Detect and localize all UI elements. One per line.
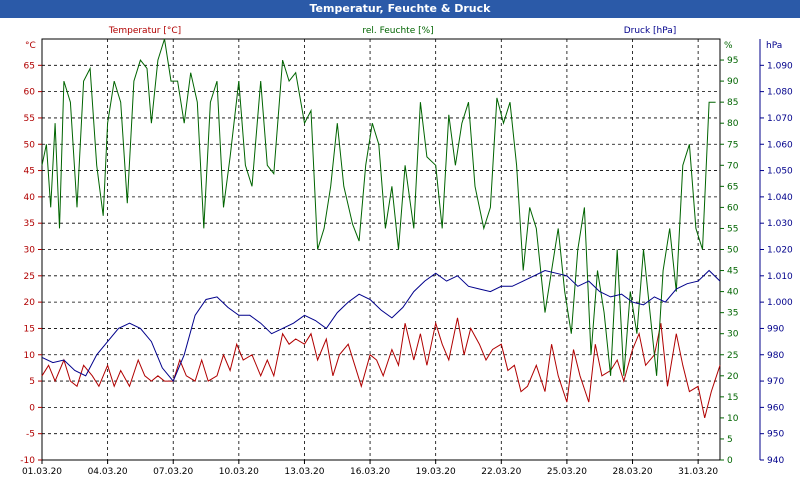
temperature-tick-label: 35 <box>24 219 35 229</box>
humidity-tick-label: 10 <box>727 414 739 424</box>
x-axis: 01.03.20 04.03.20 07.03.20 10.03.20 13.03.20… <box>22 460 718 477</box>
temperature-tick-label: -10 <box>20 456 35 466</box>
temperature-tick-label: 5 <box>29 377 35 387</box>
x-tick-label: 04.03.20 <box>88 467 128 477</box>
temperature-tick-label: 45 <box>24 167 35 177</box>
humidity-tick-label: 80 <box>727 119 739 129</box>
pressure-tick-label: 1.010 <box>767 272 793 282</box>
temperature-tick-label: -5 <box>26 430 35 440</box>
pressure-tick-label: 1.000 <box>767 298 793 308</box>
temperature-tick-label: 0 <box>29 403 35 413</box>
pressure-axis-label: Druck [hPa] <box>624 26 677 36</box>
pressure-unit: hPa <box>766 41 782 51</box>
temperature-tick-label: 60 <box>24 88 36 98</box>
x-tick-label: 22.03.20 <box>481 467 521 477</box>
chart-title-bar: Temperatur, Feuchte & Druck <box>0 0 800 18</box>
pressure-tick-label: 980 <box>767 351 784 361</box>
pressure-tick-label: 1.080 <box>767 88 793 98</box>
humidity-tick-label: 55 <box>727 224 738 234</box>
temperature-unit: °C <box>25 41 36 51</box>
pressure-tick-label: 950 <box>767 430 784 440</box>
humidity-tick-label: 35 <box>727 309 738 319</box>
pressure-tick-label: 1.060 <box>767 140 793 150</box>
humidity-tick-label: 70 <box>727 161 739 171</box>
humidity-tick-label: 45 <box>727 267 738 277</box>
temperature-tick-label: 25 <box>24 272 35 282</box>
pressure-tick-label: 1.030 <box>767 219 793 229</box>
temperature-tick-label: 40 <box>24 193 36 203</box>
humidity-tick-label: 20 <box>727 372 739 382</box>
pressure-tick-label: 1.040 <box>767 193 793 203</box>
humidity-axis: 0 5 10 15 20 25 30 35 40 45 50 55 60 65 70 75 80 85 90 95 <box>720 56 739 466</box>
humidity-series-line <box>41 38 716 376</box>
pressure-axis: 940 950 960 970 980 990 1.000 1.010 1.020 1.030 1.… <box>760 61 793 466</box>
x-tick-label: 31.03.20 <box>678 467 718 477</box>
pressure-tick-label: 970 <box>767 377 784 387</box>
chart-title: Temperatur, Feuchte & Druck <box>309 2 491 15</box>
temperature-tick-label: 50 <box>24 140 36 150</box>
pressure-tick-label: 960 <box>767 403 784 413</box>
humidity-tick-label: 65 <box>727 182 738 192</box>
x-tick-label: 01.03.20 <box>22 467 62 477</box>
humidity-tick-label: 50 <box>727 246 739 256</box>
humidity-axis-label: rel. Feuchte [%] <box>362 26 433 36</box>
pressure-tick-label: 1.090 <box>767 61 793 71</box>
x-tick-label: 16.03.20 <box>350 467 390 477</box>
humidity-tick-label: 75 <box>727 140 738 150</box>
x-tick-label: 19.03.20 <box>416 467 456 477</box>
pressure-tick-label: 1.070 <box>767 114 793 124</box>
temperature-tick-label: 15 <box>24 324 35 334</box>
humidity-tick-label: 90 <box>727 77 739 87</box>
temperature-axis: -10 -5 0 5 10 15 20 25 30 35 40 45 50 55 60 65 <box>20 61 42 466</box>
humidity-unit: % <box>724 41 733 51</box>
humidity-tick-label: 40 <box>727 288 739 298</box>
temperature-axis-label: Temperatur [°C] <box>108 26 181 36</box>
pressure-tick-label: 1.050 <box>767 167 793 177</box>
temperature-series-line <box>41 317 721 419</box>
pressure-tick-label: 1.020 <box>767 246 793 256</box>
x-tick-label: 10.03.20 <box>219 467 259 477</box>
temperature-tick-label: 65 <box>24 61 35 71</box>
x-tick-label: 13.03.20 <box>284 467 324 477</box>
pressure-tick-label: 990 <box>767 324 784 334</box>
horizontal-gridlines <box>42 64 720 461</box>
humidity-tick-label: 0 <box>727 456 733 466</box>
humidity-tick-label: 15 <box>727 393 738 403</box>
temperature-tick-label: 10 <box>24 351 36 361</box>
x-tick-label: 25.03.20 <box>547 467 587 477</box>
series-lines <box>41 38 721 419</box>
temperature-tick-label: 55 <box>24 114 35 124</box>
temperature-tick-label: 30 <box>24 246 36 256</box>
humidity-tick-label: 95 <box>727 56 738 66</box>
temperature-tick-label: 20 <box>24 298 36 308</box>
humidity-tick-label: 60 <box>727 203 739 213</box>
x-tick-label: 07.03.20 <box>153 467 193 477</box>
pressure-tick-label: 940 <box>767 456 784 466</box>
humidity-tick-label: 30 <box>727 330 739 340</box>
chart-canvas: -10 -5 0 5 10 15 20 25 30 35 40 45 50 55 60 65 0 5 10 15 20… <box>20 26 793 477</box>
x-tick-label: 28.03.20 <box>612 467 652 477</box>
humidity-tick-label: 85 <box>727 98 738 108</box>
humidity-tick-label: 5 <box>727 435 733 445</box>
humidity-tick-label: 25 <box>727 351 738 361</box>
pressure-series-line <box>41 269 721 383</box>
